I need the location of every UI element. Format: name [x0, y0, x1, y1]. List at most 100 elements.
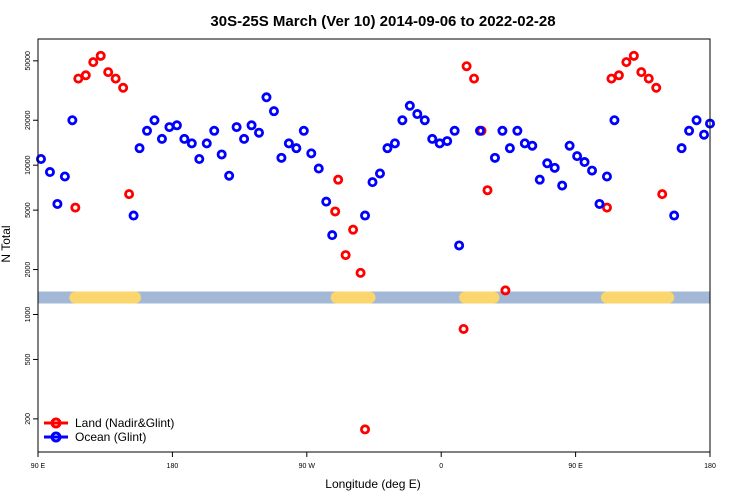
x-axis-label: Longitude (deg E): [325, 477, 420, 491]
ocean-series: [35, 92, 716, 251]
land-point: [636, 67, 647, 78]
ocean-point: [246, 120, 257, 131]
y-tick-label: 500: [25, 354, 32, 366]
land-point: [95, 50, 106, 61]
y-tick-label: 50000: [25, 51, 32, 71]
land-point: [606, 73, 617, 84]
ocean-point: [231, 122, 242, 133]
land-point: [348, 224, 359, 235]
ocean-point: [489, 152, 500, 163]
legend-land-marker: [50, 417, 62, 429]
ocean-point: [367, 177, 378, 188]
land-point: [651, 82, 662, 93]
y-tick-label: 5000: [25, 202, 32, 218]
ocean-point: [579, 157, 590, 168]
land-point: [500, 285, 511, 296]
ocean-point: [186, 138, 197, 149]
ocean-point: [684, 125, 695, 136]
ocean-point: [442, 136, 453, 147]
land-point: [70, 202, 81, 213]
ocean-point: [327, 230, 338, 241]
ocean-point: [475, 125, 486, 136]
land-point: [103, 67, 114, 78]
ocean-point: [412, 109, 423, 120]
x-tick-label: 180: [704, 463, 716, 470]
land-point: [124, 189, 135, 200]
ocean-point: [171, 120, 182, 131]
y-tick-label: 20000: [25, 110, 32, 130]
ocean-point: [594, 198, 605, 209]
land-point: [110, 73, 121, 84]
ocean-point: [306, 148, 317, 159]
ocean-point: [156, 133, 167, 144]
ocean-point: [454, 240, 465, 251]
ocean-point: [149, 115, 160, 126]
axes: 90 E 180 90 W 0 90 E 180 200 500 1000 2000 5000 100…: [25, 51, 716, 470]
ocean-point: [142, 125, 153, 136]
ocean-point: [504, 143, 515, 154]
land-point: [88, 57, 99, 68]
ocean-point: [216, 149, 227, 160]
land-point: [621, 57, 632, 68]
x-tick-label: 90 W: [299, 463, 316, 470]
ocean-point: [52, 198, 63, 209]
ocean-point: [67, 115, 78, 126]
land-point: [333, 174, 344, 185]
land-point: [118, 82, 129, 93]
land-point: [330, 206, 341, 217]
land-point: [461, 61, 472, 72]
land-point: [340, 250, 351, 261]
ocean-point: [512, 125, 523, 136]
land-series: [70, 50, 668, 435]
ocean-point: [179, 133, 190, 144]
y-tick-label: 10000: [25, 155, 32, 175]
land-point: [469, 73, 480, 84]
ocean-point: [374, 168, 385, 179]
ocean-point: [549, 162, 560, 173]
y-tick-label: 1000: [25, 307, 32, 323]
legend: Land (Nadir&Glint) Ocean (Glint): [44, 416, 174, 444]
y-axis-label: N Total: [0, 225, 13, 262]
land-point: [73, 73, 84, 84]
x-tick-label: 0: [439, 463, 443, 470]
ocean-point: [261, 92, 272, 103]
chart-title: 30S-25S March (Ver 10) 2014-09-06 to 202…: [210, 13, 555, 30]
ocean-point: [313, 163, 324, 174]
ocean-point: [291, 143, 302, 154]
ocean-point: [276, 152, 287, 163]
ocean-point: [194, 154, 205, 165]
ocean-point: [201, 138, 212, 149]
ocean-point: [497, 125, 508, 136]
ocean-point: [389, 138, 400, 149]
legend-ocean-marker: [50, 431, 62, 443]
ocean-point: [298, 125, 309, 136]
ocean-point: [134, 143, 145, 154]
ocean-point: [404, 100, 415, 111]
x-tick-label: 180: [167, 463, 179, 470]
ocean-point: [35, 154, 46, 165]
ocean-point: [128, 210, 139, 221]
ocean-point: [44, 167, 55, 178]
land-point: [643, 73, 654, 84]
ocean-point: [360, 210, 371, 221]
land-point: [458, 323, 469, 334]
ocean-point: [527, 140, 538, 151]
ocean-point: [209, 125, 220, 136]
ocean-point: [382, 143, 393, 154]
ocean-point: [587, 165, 598, 176]
y-tick-label: 2000: [25, 262, 32, 278]
ocean-point: [164, 122, 175, 133]
ocean-point: [676, 143, 687, 154]
land-point: [360, 424, 371, 435]
ocean-point: [691, 115, 702, 126]
ocean-point: [572, 151, 583, 162]
ocean-point: [283, 138, 294, 149]
ocean-point: [601, 171, 612, 182]
land-point: [80, 70, 91, 81]
ocean-point: [699, 129, 710, 140]
ocean-point: [427, 133, 438, 144]
ocean-point: [419, 115, 430, 126]
land-point: [657, 189, 668, 200]
land-point: [613, 70, 624, 81]
y-tick-label: 200: [25, 413, 32, 425]
